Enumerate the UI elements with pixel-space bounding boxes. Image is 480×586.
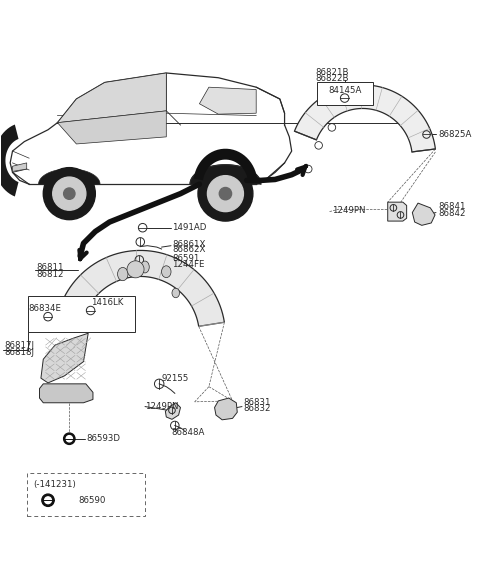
Bar [28,297,134,332]
Text: 1244FE: 1244FE [172,260,205,268]
Polygon shape [215,398,237,420]
Text: 86811: 86811 [36,264,64,272]
Polygon shape [12,163,27,171]
Text: (-141231): (-141231) [33,480,76,489]
Text: 1249PN: 1249PN [145,402,179,411]
Polygon shape [412,203,435,226]
Polygon shape [58,73,166,122]
Ellipse shape [118,267,128,281]
Polygon shape [199,87,256,114]
Bar [317,82,372,105]
Text: 84145A: 84145A [328,86,361,95]
Circle shape [45,497,51,503]
Circle shape [66,435,72,442]
Text: 86848A: 86848A [171,428,204,437]
Polygon shape [55,250,224,332]
Text: 86862X: 86862X [172,246,206,254]
Ellipse shape [162,266,171,278]
Polygon shape [39,384,93,403]
Text: 86841: 86841 [439,202,466,212]
Text: 86821B: 86821B [315,68,348,77]
Polygon shape [294,85,435,152]
FancyBboxPatch shape [27,473,145,516]
Text: 86831: 86831 [243,398,270,407]
Text: 86832: 86832 [243,404,270,413]
Polygon shape [58,111,166,144]
Text: 86822B: 86822B [315,74,348,83]
Text: 86593D: 86593D [87,434,121,443]
Text: 86861X: 86861X [172,240,206,249]
Circle shape [53,177,86,210]
Polygon shape [193,149,257,180]
Circle shape [198,166,253,221]
Circle shape [64,188,75,199]
Text: 1416LK: 1416LK [91,298,123,307]
Circle shape [207,176,243,212]
Text: 86817J: 86817J [4,342,35,350]
Polygon shape [38,169,100,184]
Circle shape [219,188,231,200]
Circle shape [42,494,54,506]
Text: 1249PN: 1249PN [332,206,365,214]
Text: 86834E: 86834E [28,304,61,313]
Polygon shape [388,202,407,221]
Text: 1491AD: 1491AD [172,223,207,232]
Ellipse shape [141,261,149,273]
Circle shape [64,433,75,444]
Text: 86590: 86590 [79,496,106,505]
Text: 86812: 86812 [36,270,64,278]
Polygon shape [0,124,19,196]
Circle shape [127,261,144,278]
Polygon shape [165,403,180,420]
Circle shape [43,168,96,220]
Text: 86818J: 86818J [4,347,35,357]
Text: 92155: 92155 [162,374,189,383]
Text: 86591: 86591 [172,254,200,263]
Text: 86825A: 86825A [438,130,472,138]
Polygon shape [41,333,88,383]
Text: 86842: 86842 [439,209,466,217]
Ellipse shape [172,288,180,298]
Polygon shape [190,165,261,184]
